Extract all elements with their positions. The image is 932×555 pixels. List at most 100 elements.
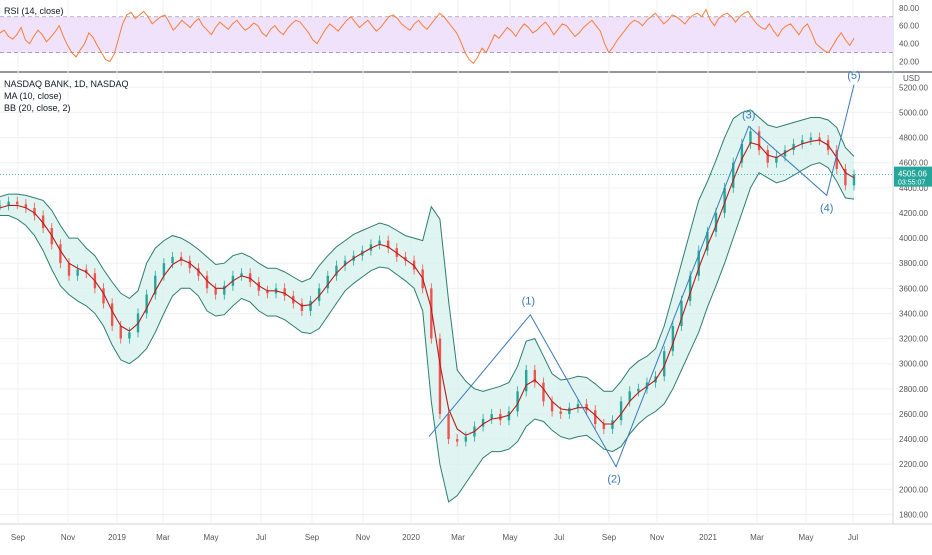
candle-body [835, 150, 838, 169]
candle-body [317, 288, 321, 301]
candle-body [326, 275, 329, 289]
price-axis-label: 2600.00 [899, 410, 928, 419]
candle-body [309, 300, 312, 311]
price-axis-label: 4000.00 [899, 234, 928, 243]
candle-body [0, 205, 2, 207]
candle-body [766, 150, 769, 163]
time-axis-label: Nov [650, 533, 664, 542]
candle-body [757, 131, 761, 151]
ma-legend: MA (10, close) [4, 91, 62, 101]
candle-body [809, 137, 813, 141]
candle-body [162, 263, 166, 276]
rsi-band-fill [0, 16, 893, 53]
candle-body [602, 424, 606, 430]
wave-label: (3) [742, 109, 755, 121]
candle-body [447, 413, 450, 440]
candle-body [499, 413, 502, 421]
candle-body [128, 332, 131, 339]
candle-body [490, 413, 493, 419]
candle-body [525, 369, 528, 392]
candle-body [67, 263, 71, 276]
last-price-value: 4505.06 [898, 170, 927, 179]
bb-legend: BB (20, close, 2) [4, 103, 71, 113]
candle-body [455, 439, 459, 442]
time-axis-label: Jul [256, 533, 266, 542]
candle-body [594, 410, 597, 425]
candle-body [732, 162, 735, 188]
candle-body [619, 401, 623, 421]
price-axis-label: 5000.00 [899, 108, 928, 117]
candle-body [223, 285, 226, 295]
bollinger-lower-line [0, 162, 855, 503]
candle-body [33, 207, 36, 216]
bar-countdown: 03:55:07 [898, 180, 925, 187]
price-axis-label: 2800.00 [899, 385, 928, 394]
candle-body [343, 260, 347, 266]
price-chart-title: NASDAQ BANK, 1D, NASDAQ [4, 79, 129, 89]
candle-body [585, 403, 588, 411]
candle-body [568, 407, 571, 414]
price-axis-label: 3400.00 [899, 309, 928, 318]
candle-body [697, 250, 700, 276]
candle-body [680, 300, 683, 327]
rsi-axis-label: 60.00 [899, 22, 920, 31]
time-axis-label: 2019 [108, 533, 126, 542]
price-axis-label: 2400.00 [899, 435, 928, 444]
currency-label: USD [903, 74, 920, 83]
candle-body [110, 303, 114, 327]
candle-body [85, 269, 88, 274]
wave-label: (5) [847, 70, 860, 82]
candle-body [507, 411, 511, 421]
time-axis-label: Nov [61, 533, 75, 542]
time-axis-label: Sep [305, 533, 320, 542]
candle-body [41, 215, 45, 229]
candle-body [248, 273, 252, 283]
candle-body [783, 150, 787, 157]
price-axis-label: 1800.00 [899, 510, 928, 519]
candle-body [145, 294, 148, 314]
candle-body [481, 418, 485, 427]
price-axis-label: 4800.00 [899, 134, 928, 143]
candle-body [283, 288, 286, 296]
time-axis-label: 2021 [699, 533, 717, 542]
candle-body [378, 240, 381, 245]
price-axis-label: 2200.00 [899, 460, 928, 469]
candle-body [16, 201, 19, 205]
price-axis-label: 3600.00 [899, 284, 928, 293]
candle-body [240, 273, 243, 276]
price-axis-label: 3200.00 [899, 335, 928, 344]
candle-body [714, 212, 718, 232]
last-price-tag [894, 166, 932, 187]
time-axis-label: Jul [848, 533, 858, 542]
time-axis-label: May [203, 533, 218, 542]
moving-average-line [0, 139, 855, 436]
price-axis-label: 4400.00 [899, 184, 928, 193]
candle-body [102, 288, 105, 304]
rsi-line [0, 8, 855, 65]
candle-body [257, 282, 260, 291]
candle-body [214, 288, 217, 295]
candle-body [335, 265, 338, 276]
candle-body [197, 268, 200, 276]
candle-body [188, 260, 191, 269]
candle-body [775, 156, 778, 163]
candle-body [24, 204, 28, 208]
rsi-axis-label: 20.00 [899, 58, 920, 67]
candle-body [119, 326, 122, 339]
candle-body [386, 240, 390, 249]
bollinger-upper-line [0, 109, 855, 392]
candle-body [663, 351, 666, 377]
candle-body [706, 231, 709, 251]
time-axis-label: Mar [156, 533, 170, 542]
candle-body [723, 187, 726, 213]
candle-body [688, 275, 692, 301]
price-axis-label: 4600.00 [899, 159, 928, 168]
time-axis-label: Sep [11, 533, 26, 542]
price-axis-label: 5200.00 [899, 83, 928, 92]
price-axis-label: 2000.00 [899, 485, 928, 494]
candle-body [205, 275, 209, 289]
candle-body [59, 244, 62, 264]
price-axis-label: 3800.00 [899, 259, 928, 268]
